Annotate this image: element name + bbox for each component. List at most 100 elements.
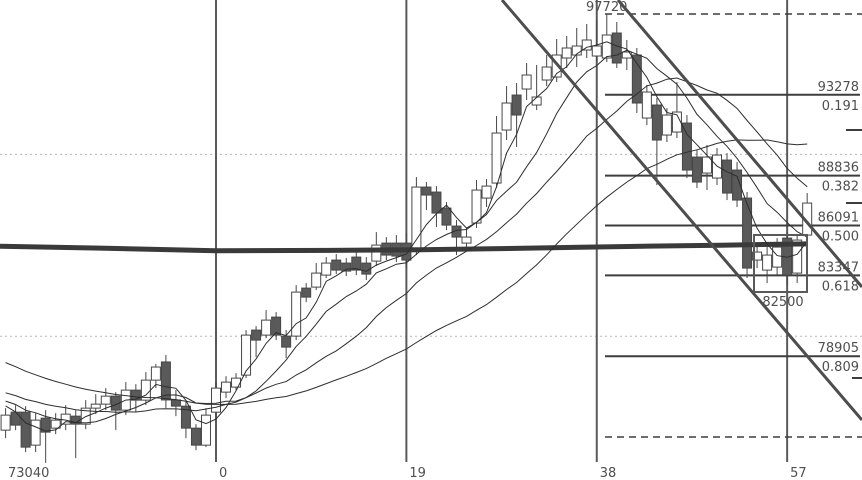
moving-average-18 (5, 77, 808, 413)
candle-down (611, 32, 622, 64)
candle-down (351, 256, 362, 271)
fib-ratio-label: 0.191 (822, 99, 859, 114)
trendline (500, 0, 862, 421)
candle-up (221, 381, 232, 393)
candle-up (491, 132, 502, 184)
candle-up (521, 74, 532, 90)
x-axis-label: 38 (600, 466, 617, 480)
peak-price-label: 97720 (586, 0, 627, 15)
candle-up (561, 47, 572, 59)
candle-down (331, 259, 342, 271)
candle-up (531, 96, 542, 106)
candle-down (361, 262, 372, 275)
candle-down (40, 417, 51, 433)
candle-down (441, 207, 452, 226)
x-axis-label: 57 (790, 466, 807, 480)
candle-down (180, 405, 191, 429)
fib-price-label: 86091 (818, 211, 859, 226)
moving-average-layer (0, 41, 809, 432)
candle-down (160, 361, 171, 401)
candle-down (301, 287, 312, 298)
grid-layer (0, 0, 862, 462)
candle-up (30, 419, 41, 446)
fib-ratio-label: 0.382 (822, 180, 859, 195)
candle-up (50, 419, 61, 429)
fib-ratio-label: 0.618 (822, 279, 859, 294)
fib-ratio-label: 0.500 (822, 230, 859, 245)
candle-up (541, 66, 552, 81)
candle-down (341, 262, 352, 272)
candle-up (321, 262, 332, 276)
candle-down (742, 197, 753, 269)
candle-down (631, 54, 642, 104)
annotation-layer: 0 19 38 57 93278 0.191 88836 0.382 86091 0.500 833… (219, 80, 862, 480)
candle-down (421, 186, 432, 196)
x-axis-label: 0 (219, 466, 227, 480)
candle-down (431, 191, 442, 214)
candle-up (752, 251, 763, 261)
candle-down (10, 411, 21, 426)
candle-up (501, 102, 512, 131)
candle-up (90, 403, 101, 409)
candle-up (150, 366, 161, 381)
candle-up (411, 186, 422, 251)
candles-layer (0, 14, 813, 463)
candle-down (20, 411, 31, 448)
candle-up (471, 189, 482, 224)
candle-up (371, 244, 382, 262)
candle-down (190, 427, 201, 446)
candle-down (110, 395, 121, 411)
candle-up (261, 319, 272, 336)
candle-up (792, 239, 803, 274)
candle-down (130, 389, 141, 401)
moving-average-36 (5, 139, 808, 405)
candle-up (461, 236, 472, 244)
candle-down (722, 159, 733, 194)
trendline (616, 0, 862, 288)
candle-up (661, 114, 672, 136)
candle-up (200, 414, 211, 446)
candle-up (211, 387, 221, 413)
candle-up (241, 334, 252, 376)
candle-up (60, 413, 71, 425)
candle-up (701, 156, 712, 174)
consolidation-box (753, 234, 808, 293)
candle-down (732, 169, 743, 201)
candle-down (271, 316, 282, 336)
candle-down (691, 156, 702, 183)
candle-up (762, 254, 773, 271)
candle-up (481, 185, 492, 199)
candle-up (601, 34, 612, 59)
fib-price-label: 88836 (818, 161, 859, 176)
box-price-label: 82500 (762, 295, 803, 310)
candle-up (231, 377, 242, 388)
candle-down (681, 122, 692, 171)
fib-price-label: 93278 (818, 80, 859, 95)
candle-down (451, 225, 462, 238)
candle-up (311, 272, 322, 288)
candle-up (591, 45, 602, 57)
start-low-label: 73040 (8, 466, 49, 480)
trendline-layer (500, 0, 862, 421)
candle-up (671, 111, 682, 133)
candle-down (281, 335, 292, 348)
candle-down (511, 94, 522, 116)
x-axis-label: 19 (409, 466, 426, 480)
moving-average-9 (5, 49, 808, 424)
candle-down (651, 104, 662, 141)
fib-price-label: 78905 (818, 341, 859, 356)
candle-down (170, 399, 181, 407)
thick-moving-average (0, 241, 809, 254)
candle-down (251, 329, 262, 341)
moving-average-4 (5, 41, 808, 432)
candle-up (0, 414, 11, 431)
candle-up (100, 395, 111, 405)
candle-up (581, 39, 592, 51)
candle-up (291, 291, 302, 337)
candle-up (641, 91, 652, 119)
fib-price-label: 83347 (818, 260, 859, 275)
candle-up (772, 246, 783, 268)
fib-ratio-label: 0.809 (822, 360, 859, 375)
